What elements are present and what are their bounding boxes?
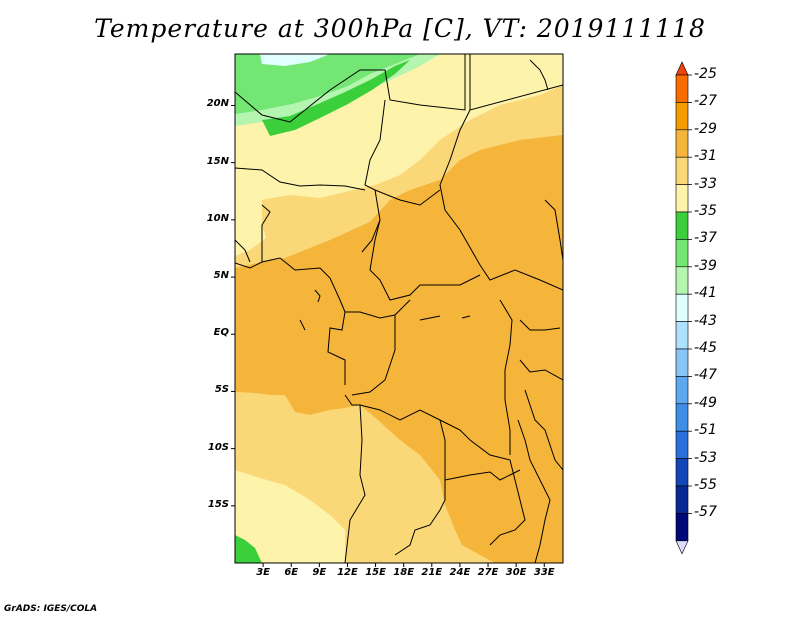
- legend-label: -49: [694, 394, 717, 411]
- legend-label: -41: [694, 285, 717, 302]
- legend-label: -53: [694, 449, 717, 466]
- fill-green: [262, 60, 410, 136]
- lon-label: 27E: [477, 567, 499, 578]
- legend-swatch: [675, 403, 689, 432]
- legend-swatch: [675, 513, 689, 542]
- legend-swatch: [675, 156, 689, 185]
- lon-label: 21E: [421, 567, 443, 578]
- legend-swatch: [675, 129, 689, 158]
- lat-label: 5S: [214, 384, 229, 396]
- legend-label: -39: [694, 257, 717, 274]
- country-borders: [235, 54, 563, 563]
- legend-swatch: [675, 348, 689, 377]
- lat-label: 10N: [206, 212, 229, 224]
- legend-swatch: [675, 321, 689, 350]
- legend-arrow-top: [675, 61, 689, 76]
- fill-green-sw: [235, 535, 262, 563]
- lon-label: 24E: [449, 567, 471, 578]
- fill-warm-orange: [235, 135, 563, 563]
- fill-pale-yellow-sw: [235, 470, 345, 563]
- fill-light-orange-nw: [262, 192, 345, 250]
- lat-label: 20N: [206, 98, 229, 110]
- legend-label: -27: [694, 93, 717, 110]
- legend-swatch: [675, 211, 689, 240]
- chart-title: Temperature at 300hPa [C], VT: 201911111…: [94, 14, 706, 43]
- footer-credit: GrADS: IGES/COLA: [4, 604, 98, 614]
- fill-light-green: [235, 54, 420, 114]
- legend-label: -37: [694, 230, 717, 247]
- legend-swatch: [675, 293, 689, 322]
- lon-label: 30E: [505, 567, 527, 578]
- lat-label: 15N: [206, 155, 229, 167]
- lon-label: 12E: [337, 567, 358, 578]
- lat-label: 5N: [213, 270, 229, 282]
- legend-swatch: [675, 184, 689, 213]
- legend-swatch: [675, 376, 689, 405]
- legend-label: -29: [694, 120, 717, 137]
- legend-arrow-bottom: [675, 540, 689, 555]
- legend-label: -57: [694, 504, 717, 521]
- legend-swatch: [675, 458, 689, 487]
- legend-label: -47: [694, 367, 717, 384]
- legend-label: -35: [694, 203, 717, 219]
- legend-label: -31: [694, 148, 717, 165]
- legend-swatch: [675, 485, 689, 514]
- lat-label: EQ: [213, 327, 229, 339]
- temperature-fill: [235, 54, 563, 563]
- lon-label: 9E: [312, 567, 327, 578]
- fill-light-orange-s: [350, 470, 495, 563]
- legend-label: -43: [694, 312, 717, 329]
- lat-label: 10S: [207, 441, 229, 453]
- legend-label: -51: [694, 422, 717, 439]
- fill-cyan: [260, 54, 330, 66]
- lon-label: 18E: [393, 567, 415, 578]
- legend-label: -25: [694, 66, 717, 82]
- map-frame: [234, 53, 564, 564]
- legend-label: -45: [694, 340, 717, 356]
- lat-label: 15S: [207, 498, 229, 510]
- legend-swatch: [675, 239, 689, 268]
- lon-label: 15E: [365, 567, 386, 578]
- lat-ticks: [231, 104, 235, 507]
- legend-swatch: [675, 266, 689, 295]
- legend-swatch: [675, 430, 689, 459]
- lon-label: 3E: [256, 567, 270, 578]
- lon-label: 33E: [533, 567, 555, 578]
- legend-swatch: [675, 102, 689, 131]
- legend-label: -33: [694, 175, 717, 192]
- legend-swatch: [675, 74, 689, 103]
- legend-label: -55: [694, 477, 717, 493]
- lon-label: 6E: [284, 567, 299, 578]
- lon-ticks: [262, 563, 545, 567]
- legend-colorbar: [675, 61, 692, 555]
